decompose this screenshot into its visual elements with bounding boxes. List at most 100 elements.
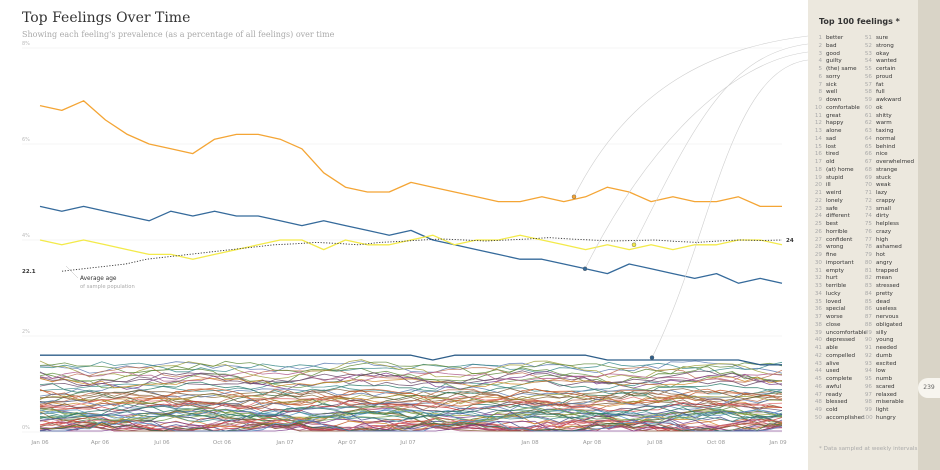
feeling-label: obligated xyxy=(876,321,903,328)
feeling-label: lucky xyxy=(826,290,841,297)
feeling-label: confident xyxy=(826,236,853,243)
feeling-item: 67 overwhelmed xyxy=(862,158,914,166)
feeling-item: 44 used xyxy=(812,367,840,375)
feeling-item: 35 loved xyxy=(812,298,841,306)
feeling-item: 96 scared xyxy=(862,383,895,391)
feeling-item: 41 able xyxy=(812,344,838,352)
feeling-rank: 51 xyxy=(864,35,872,41)
feeling-item: 34 lucky xyxy=(812,290,841,298)
feeling-label: light xyxy=(876,407,889,413)
feeling-label: important xyxy=(826,259,854,266)
feeling-item: 40 depressed xyxy=(812,336,855,344)
feeling-rank: 3 xyxy=(818,50,822,57)
feeling-item: 24 different xyxy=(812,212,850,220)
feeling-label: safe xyxy=(826,205,838,212)
background-series-line xyxy=(39,408,783,425)
feeling-label: miserable xyxy=(876,399,904,406)
background-series-line xyxy=(39,372,783,391)
feeling-rank: 34 xyxy=(814,290,822,297)
background-series-line xyxy=(40,419,783,432)
feeling-label: close xyxy=(826,321,841,328)
connector-curve xyxy=(633,43,808,245)
feeling-rank: 82 xyxy=(864,275,872,282)
feeling-label: okay xyxy=(876,50,890,57)
feeling-rank: 85 xyxy=(864,298,872,305)
feeling-rank: 99 xyxy=(864,407,872,413)
feeling-item: 16 tired xyxy=(812,150,839,158)
page-number-tab[interactable]: 239 xyxy=(918,378,940,398)
feeling-item: 75 helpless xyxy=(862,220,899,228)
feeling-rank: 72 xyxy=(864,197,872,204)
feeling-item: 3 good xyxy=(812,50,840,58)
chart-area: 0% 2% 4% 6% 8% Jan 06 Apr 06 Jul 06 Oct 06 Jan 07… xyxy=(22,10,808,446)
background-series-line xyxy=(39,380,783,396)
y-tick-label: 0% xyxy=(22,425,30,431)
feeling-item: 18 (at) home xyxy=(812,166,854,174)
feeling-item: 47 ready xyxy=(812,391,842,399)
feeling-label: compelled xyxy=(826,352,856,359)
feeling-rank: 23 xyxy=(814,205,822,212)
feeling-rank: 98 xyxy=(864,399,872,406)
feeling-item: 78 ashamed xyxy=(862,243,902,251)
feeling-item: 56 proud xyxy=(862,73,892,81)
average-age-sublabel: of sample population xyxy=(80,284,135,290)
feeling-rank: 26 xyxy=(814,228,822,235)
feeling-item: 39 uncomfortable xyxy=(812,329,867,337)
feeling-item: 43 alive xyxy=(812,360,839,368)
feeling-rank: 100 xyxy=(862,414,873,421)
background-series-line xyxy=(39,360,783,374)
feeling-rank: 61 xyxy=(864,112,872,119)
feeling-item: 92 dumb xyxy=(862,352,892,360)
y-tick-label: 8% xyxy=(22,41,30,47)
feeling-item: 52 strong xyxy=(862,42,894,50)
feeling-label: strange xyxy=(876,166,898,173)
x-tick-label: Jan 09 xyxy=(768,440,787,446)
feeling-label: proud xyxy=(876,73,893,80)
feeling-label: guilty xyxy=(826,58,842,65)
feeling-label: better xyxy=(826,35,844,41)
feeling-rank: 86 xyxy=(864,306,872,313)
feelings-sidebar: Top 100 feelings * 1 better 2 bad 3 good 4 guil… xyxy=(808,0,918,470)
feeling-label: dead xyxy=(876,298,890,305)
feeling-rank: 93 xyxy=(864,360,872,367)
feeling-item: 53 okay xyxy=(862,50,889,58)
feeling-label: terrible xyxy=(826,283,847,289)
feeling-label: tired xyxy=(826,151,839,158)
age-end-label: 24 xyxy=(786,238,794,244)
feeling-item: 6 sorry xyxy=(812,73,840,81)
feeling-label: hurt xyxy=(826,275,838,282)
feeling-rank: 5 xyxy=(818,66,822,72)
feeling-label: (at) home xyxy=(826,166,854,173)
feeling-rank: 29 xyxy=(814,252,822,258)
feeling-label: mean xyxy=(876,275,892,282)
feeling-rank: 50 xyxy=(814,414,822,421)
feeling-item: 94 low xyxy=(862,367,886,375)
feeling-rank: 65 xyxy=(864,143,872,150)
feeling-label: awful xyxy=(826,383,842,390)
feeling-rank: 94 xyxy=(864,368,872,375)
background-series-line xyxy=(39,398,783,411)
feeling-item: 91 needed xyxy=(862,344,897,352)
feeling-label: sorry xyxy=(826,73,841,80)
feeling-rank: 40 xyxy=(814,337,822,344)
background-series-line xyxy=(39,422,783,432)
feeling-item: 90 young xyxy=(862,336,894,344)
feeling-rank: 78 xyxy=(864,244,872,251)
feeling-rank: 55 xyxy=(864,66,872,72)
feeling-item: 23 safe xyxy=(812,205,838,213)
feeling-rank: 67 xyxy=(864,159,872,165)
feeling-item: 62 warm xyxy=(862,119,892,127)
feeling-rank: 20 xyxy=(814,182,822,189)
feeling-item: 25 best xyxy=(812,220,838,228)
feeling-item: 89 silly xyxy=(862,329,887,337)
feeling-item: 37 worse xyxy=(812,313,843,321)
feeling-item: 32 hurt xyxy=(812,274,838,282)
feeling-item: 60 ok xyxy=(862,104,883,112)
feeling-label: normal xyxy=(876,135,896,142)
feeling-item: 19 stupid xyxy=(812,174,843,182)
feeling-label: helpless xyxy=(876,221,899,227)
feeling-label: horrible xyxy=(826,228,848,235)
feeling-rank: 32 xyxy=(814,275,822,282)
feeling-rank: 11 xyxy=(814,112,822,119)
feeling-item: 7 sick xyxy=(812,81,836,89)
